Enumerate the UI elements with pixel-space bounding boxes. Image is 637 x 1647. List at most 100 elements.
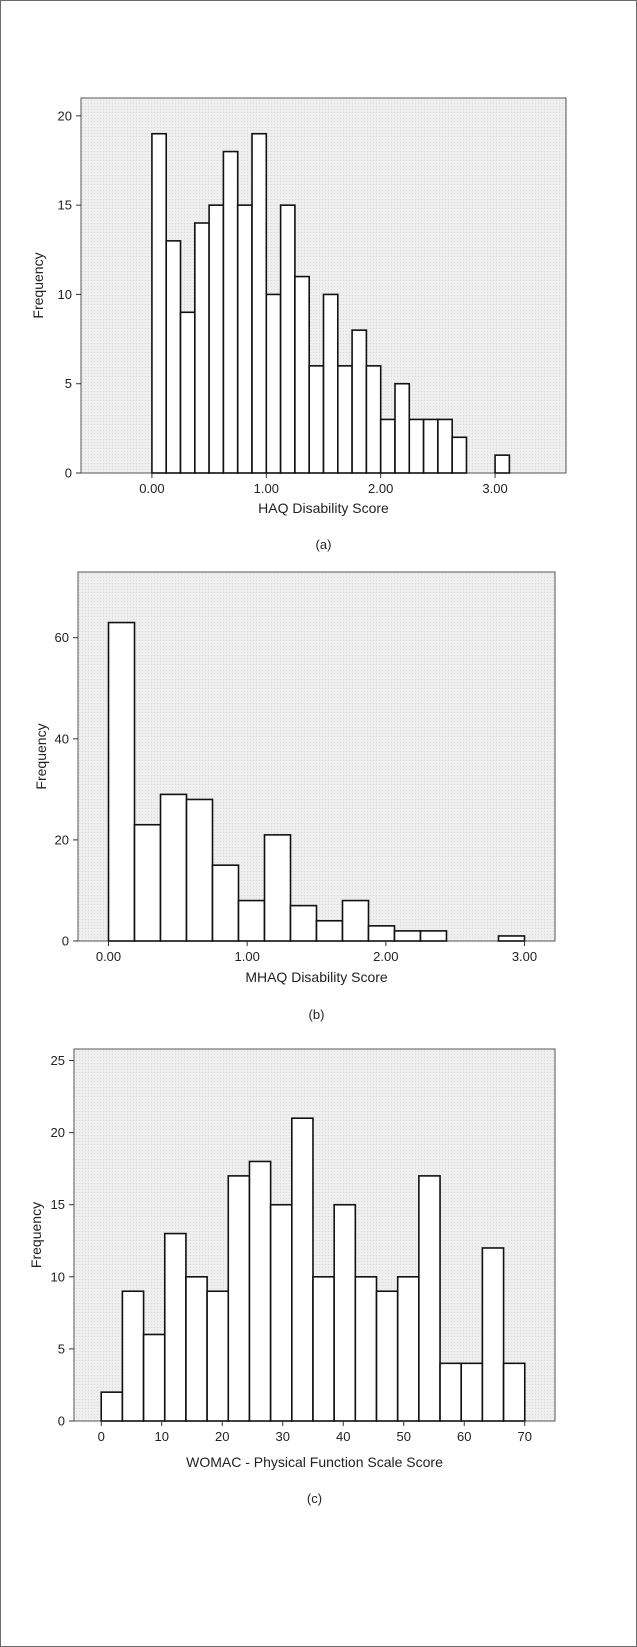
- mhaq-y-tick-label-0: 0: [62, 934, 69, 949]
- womac-bar-8: [271, 1205, 292, 1421]
- mhaq-x-axis-title: MHAQ Disability Score: [245, 969, 388, 985]
- haq-bar-2: [181, 312, 195, 473]
- womac-bar-4: [186, 1277, 207, 1421]
- womac-bar-17: [461, 1363, 482, 1421]
- womac-x-tick-label-0: 0: [98, 1429, 105, 1444]
- womac-bar-9: [292, 1118, 313, 1421]
- womac-x-tick-label-2: 20: [215, 1429, 229, 1444]
- womac-bar-19: [504, 1363, 525, 1421]
- womac-bar-10: [313, 1277, 334, 1421]
- mhaq-bar-10: [368, 926, 394, 941]
- womac-x-axis-title: WOMAC - Physical Function Scale Score: [186, 1454, 443, 1470]
- womac-bar-12: [355, 1277, 376, 1421]
- haq-bar-17: [395, 384, 409, 473]
- womac-bar-3: [165, 1234, 186, 1421]
- womac-bar-6: [228, 1176, 249, 1421]
- haq-y-tick-label-1: 5: [65, 376, 72, 391]
- womac-x-tick-label-3: 30: [276, 1429, 290, 1444]
- haq-bar-12: [324, 294, 338, 473]
- womac-bar-2: [144, 1334, 165, 1421]
- haq-bar-16: [381, 419, 395, 473]
- haq-bar-15: [366, 366, 380, 473]
- haq-y-tick-label-0: 0: [65, 466, 72, 481]
- haq-bar-7: [252, 134, 266, 473]
- haq-bar-8: [266, 294, 280, 473]
- haq-bar-22: [495, 455, 509, 473]
- haq-bar-6: [238, 205, 252, 473]
- womac-bar-18: [482, 1248, 503, 1421]
- haq-x-tick-label-0: 0.00: [139, 481, 164, 496]
- womac-panel-caption: (c): [307, 1491, 322, 1506]
- womac-bar-7: [249, 1161, 270, 1421]
- mhaq-x-tick-label-0: 0.00: [96, 949, 121, 964]
- womac-bar-11: [334, 1205, 355, 1421]
- haq-bar-11: [309, 366, 323, 473]
- haq-y-tick-label-4: 20: [58, 108, 72, 123]
- womac-y-tick-label-1: 5: [58, 1341, 65, 1356]
- haq-bar-0: [152, 134, 166, 473]
- mhaq-bar-4: [213, 865, 239, 941]
- womac-bar-0: [101, 1392, 122, 1421]
- womac-x-tick-label-5: 50: [397, 1429, 411, 1444]
- haq-bar-21: [452, 437, 466, 473]
- womac-bar-14: [398, 1277, 419, 1421]
- mhaq-bar-6: [265, 835, 291, 941]
- mhaq-bar-5: [239, 901, 265, 941]
- haq-bar-5: [223, 152, 237, 473]
- mhaq-bar-13: [498, 936, 524, 941]
- mhaq-bar-0: [109, 623, 135, 941]
- mhaq-histogram-panel: 0.00 1.00 2.00 3.00 0 20 40 60 MHAQ Disability S…: [33, 572, 555, 1022]
- haq-panel-caption: (a): [316, 537, 332, 552]
- haq-bar-13: [338, 366, 352, 473]
- womac-bar-15: [419, 1176, 440, 1421]
- haq-bar-1: [166, 241, 180, 473]
- mhaq-bar-8: [317, 921, 343, 941]
- womac-bar-1: [122, 1291, 143, 1421]
- haq-x-tick-label-1: 1.00: [254, 481, 279, 496]
- mhaq-bar-1: [135, 825, 161, 941]
- mhaq-x-tick-label-2: 2.00: [373, 949, 398, 964]
- haq-histogram-panel: 0.00 1.00 2.00 3.00 0 5 10 15 20 HAQ Disability S…: [30, 98, 566, 552]
- mhaq-y-axis-title: Frequency: [33, 723, 49, 789]
- haq-y-tick-label-3: 15: [58, 198, 72, 213]
- haq-bar-20: [438, 419, 452, 473]
- mhaq-y-tick-label-2: 40: [55, 731, 69, 746]
- haq-bar-4: [209, 205, 223, 473]
- mhaq-bar-3: [187, 799, 213, 941]
- womac-y-tick-label-0: 0: [58, 1414, 65, 1429]
- haq-x-tick-label-2: 2.00: [368, 481, 393, 496]
- womac-y-tick-label-2: 10: [51, 1269, 65, 1284]
- haq-bar-3: [195, 223, 209, 473]
- haq-x-tick-label-3: 3.00: [482, 481, 507, 496]
- haq-x-axis-title: HAQ Disability Score: [258, 500, 389, 516]
- mhaq-y-tick-label-3: 60: [55, 630, 69, 645]
- mhaq-x-tick-label-1: 1.00: [235, 949, 260, 964]
- womac-x-tick-label-1: 10: [154, 1429, 168, 1444]
- mhaq-x-tick-label-3: 3.00: [512, 949, 537, 964]
- womac-y-axis-title: Frequency: [28, 1202, 44, 1268]
- haq-bar-9: [281, 205, 295, 473]
- mhaq-bar-11: [394, 931, 420, 941]
- haq-bar-14: [352, 330, 366, 473]
- mhaq-bar-7: [291, 906, 317, 941]
- haq-bar-18: [409, 419, 423, 473]
- mhaq-bar-12: [420, 931, 446, 941]
- womac-x-tick-label-7: 70: [518, 1429, 532, 1444]
- womac-x-tick-label-4: 40: [336, 1429, 350, 1444]
- womac-bar-13: [377, 1291, 398, 1421]
- womac-y-tick-label-5: 25: [51, 1053, 65, 1068]
- haq-y-tick-label-2: 10: [58, 287, 72, 302]
- womac-histogram-panel: 0 10 20 30 40 50 60 70 0 5 10 15 20 25 WOMAC - Physica…: [28, 1049, 555, 1506]
- womac-bar-5: [207, 1291, 228, 1421]
- mhaq-bar-9: [342, 901, 368, 941]
- haq-bar-10: [295, 277, 309, 473]
- mhaq-y-tick-label-1: 20: [55, 832, 69, 847]
- womac-bar-16: [440, 1363, 461, 1421]
- womac-x-tick-label-6: 60: [457, 1429, 471, 1444]
- haq-y-axis-title: Frequency: [30, 252, 46, 318]
- womac-y-tick-label-4: 20: [51, 1125, 65, 1140]
- haq-bar-19: [424, 419, 438, 473]
- mhaq-panel-caption: (b): [309, 1007, 325, 1022]
